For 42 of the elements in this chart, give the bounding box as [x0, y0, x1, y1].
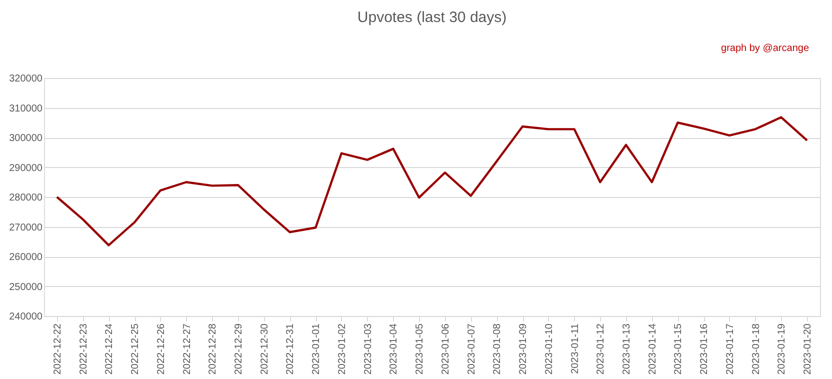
x-tick-label: 2023-01-16 — [699, 323, 710, 375]
x-tick-label: 2023-01-07 — [466, 323, 478, 375]
x-tick-label: 2023-01-13 — [622, 323, 632, 375]
x-tick-label: 2023-01-12 — [596, 323, 607, 375]
y-tick-label: 300000 — [9, 133, 43, 144]
x-tick-label: 2022-12-30 — [259, 323, 270, 375]
line-series — [56, 116, 808, 246]
x-tick-label: 2023-01-17 — [724, 323, 736, 375]
x-tick-label: 2022-12-29 — [234, 323, 244, 375]
y-tick-label: 260000 — [9, 252, 43, 263]
x-tick-label: 2023-01-10 — [544, 323, 555, 375]
x-tick-label: 2023-01-08 — [492, 323, 504, 375]
x-tick-label: 2023-01-11 — [570, 323, 581, 374]
x-tick-label: 2023-01-14 — [647, 323, 658, 375]
y-tick-label: 250000 — [9, 282, 43, 293]
x-tick-label: 2022-12-28 — [208, 323, 219, 375]
x-tick-label: 2022-12-22 — [52, 323, 64, 375]
chart-title: Upvotes (last 30 days) — [357, 9, 507, 26]
x-tick-label: 2022-12-31 — [285, 323, 296, 375]
x-tick-label: 2022-12-24 — [104, 323, 116, 375]
y-tick-label: 290000 — [9, 162, 43, 174]
y-tick-label: 270000 — [9, 222, 43, 234]
x-tick-label: 2022-12-26 — [156, 323, 167, 375]
x-tick-label: 2023-01-09 — [518, 323, 530, 375]
y-tick-label: 310000 — [9, 103, 43, 114]
text: graph by @arcange — [721, 43, 810, 54]
x-tick-label: 2022-12-23 — [78, 323, 90, 375]
x-tick-label: 2023-01-18 — [750, 323, 762, 375]
x-tick-label: 2022-12-27 — [182, 323, 193, 375]
y-tick-label: 280000 — [9, 192, 43, 204]
x-tick-label: 2023-01-20 — [802, 323, 814, 375]
x-tick-label: 2022-12-25 — [130, 323, 142, 375]
x-tick-label: 2023-01-04 — [388, 323, 400, 375]
x-tick-label: 2023-01-03 — [362, 323, 374, 375]
x-tick-label: 2023-01-15 — [673, 323, 684, 375]
y-tick-label: 240000 — [9, 312, 43, 322]
x-tick-label: 2023-01-19 — [776, 323, 788, 375]
x-tick-label: 2023-01-01 — [311, 323, 322, 375]
y-tick-label: 320000 — [9, 74, 43, 84]
x-tick-label: 2023-01-02 — [336, 323, 348, 375]
x-tick-label: 2023-01-05 — [414, 323, 426, 375]
x-tick-label: 2023-01-06 — [440, 323, 452, 375]
